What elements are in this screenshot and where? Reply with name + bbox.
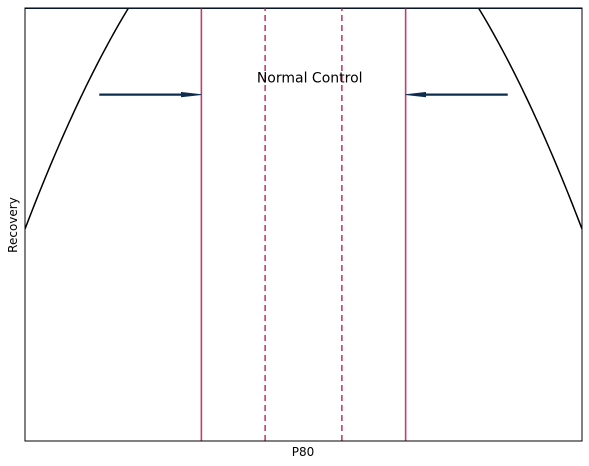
x-axis-label: P80 bbox=[292, 445, 315, 459]
arrow-2 bbox=[99, 91, 202, 98]
arrow-head bbox=[180, 91, 202, 98]
y-axis-label: Recovery bbox=[6, 197, 20, 253]
arrow-group bbox=[99, 91, 508, 98]
plot-area bbox=[25, 8, 582, 441]
plot-background bbox=[25, 8, 582, 441]
annotation-3: Normal Control bbox=[257, 70, 363, 86]
recovery-curve bbox=[25, 8, 582, 230]
annotation-group: Low tonnage lossesLow release lossesOpti… bbox=[257, 70, 363, 86]
plot-frame bbox=[24, 7, 583, 442]
arrow-head bbox=[405, 91, 427, 98]
arrow-3 bbox=[405, 91, 508, 98]
